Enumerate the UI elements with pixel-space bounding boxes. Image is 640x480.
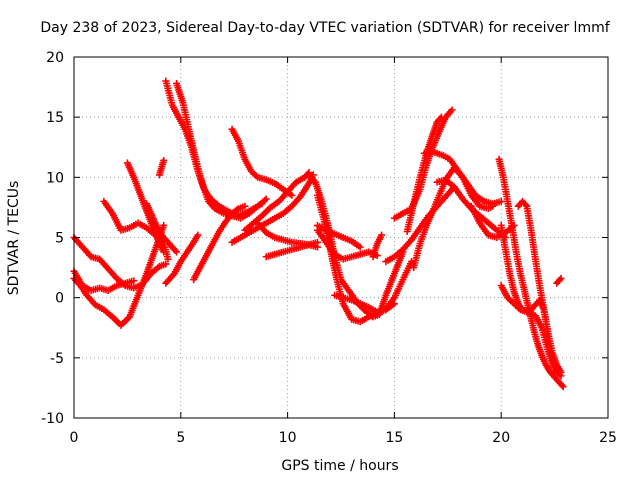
chart-title: Day 238 of 2023, Sidereal Day-to-day VTE… [40,20,610,36]
x-tick-label: 0 [70,430,79,446]
x-tick-label: 10 [279,430,297,446]
y-tick-label: 20 [46,50,64,66]
y-tick-label: 5 [55,231,64,247]
chart-background [0,0,640,480]
chart: 0 5 10 15 20 25 -10 -5 0 5 10 15 20 Day 238 of 2023,… [0,0,640,480]
x-axis-label: GPS time / hours [281,458,398,474]
x-tick-label: 15 [385,430,403,446]
y-tick-label: 15 [46,110,64,126]
x-tick-label: 20 [492,430,510,446]
x-tick-label: 5 [176,430,185,446]
y-tick-label: 10 [46,170,64,186]
y-tick-label: 0 [55,291,64,307]
x-tick-label: 25 [599,430,617,446]
y-tick-label: -5 [50,351,64,367]
y-axis-label: SDTVAR / TECUs [6,181,22,296]
y-tick-label: -10 [41,411,64,427]
